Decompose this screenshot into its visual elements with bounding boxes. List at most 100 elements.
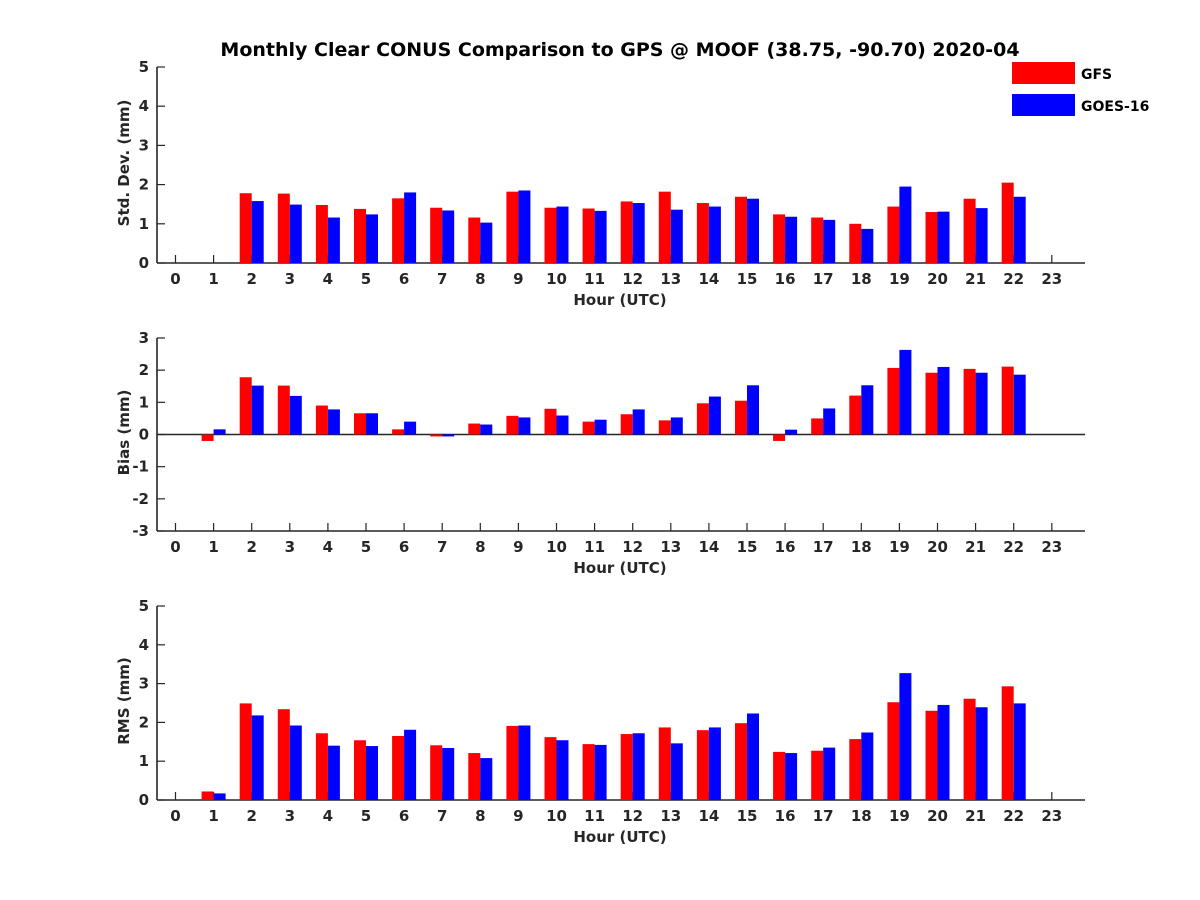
x-tick-label: 15 [737,807,758,825]
bar [670,743,683,800]
x-tick-label: 3 [285,270,295,288]
bar [594,419,607,435]
bar [1001,686,1014,800]
x-tick-label: 12 [622,270,643,288]
bar [747,198,759,263]
x-tick-label: 16 [775,807,796,825]
x-tick-label: 2 [246,270,256,288]
x-tick-label: 17 [813,538,834,556]
bar [239,703,252,800]
bar [442,748,455,800]
x-tick-label: 12 [622,538,643,556]
x-tick-label: 22 [1003,270,1024,288]
bar [811,217,824,263]
bar [785,753,798,800]
bar [823,747,836,800]
bar [544,207,557,263]
bar [785,429,798,435]
bar [289,725,302,800]
bar [544,408,557,435]
bar [354,740,366,800]
bar [442,210,455,263]
y-tick-label: 1 [139,752,149,770]
x-tick-label: 0 [170,807,180,825]
bar [327,217,340,263]
bar [392,198,405,263]
bar [213,429,226,435]
x-tick-label: 14 [698,270,719,288]
x-axis-label: Hour (UTC) [573,828,666,846]
bar [201,791,214,800]
x-tick-label: 0 [170,538,180,556]
legend-label: GOES-16 [1081,99,1149,115]
bar [811,418,824,435]
x-tick-label: 2 [246,807,256,825]
bar [887,367,900,435]
x-tick-label: 3 [285,538,295,556]
y-tick-label: 2 [139,176,149,194]
y-tick-label: 2 [139,713,149,731]
x-tick-label: 14 [698,807,719,825]
y-tick-label: 4 [139,97,149,115]
y-tick-label: -1 [132,458,149,476]
x-tick-label: 18 [851,538,872,556]
x-tick-label: 8 [475,270,485,288]
bar [632,733,645,800]
x-tick-label: 11 [584,270,605,288]
y-tick-label: 3 [139,136,149,154]
bar [658,727,671,800]
bar [556,206,569,263]
series-goes-16 [213,673,1026,800]
bar [975,208,988,263]
bar [315,204,328,263]
bar [327,745,340,800]
legend-swatch [1012,94,1075,116]
bar [506,191,519,263]
x-tick-label: 22 [1003,538,1024,556]
series-gfs [239,182,1014,263]
x-tick-label: 4 [323,538,333,556]
legend-label: GFS [1081,67,1112,83]
bar [277,193,290,263]
y-tick-label: -2 [132,490,149,508]
bar [366,413,378,435]
x-tick-label: 4 [323,807,333,825]
bar [468,217,481,263]
bar [925,212,938,263]
chart-title: Monthly Clear CONUS Comparison to GPS @ … [220,39,1019,61]
bar [480,424,493,435]
x-tick-label: 22 [1003,807,1024,825]
bar [213,793,226,800]
bar [670,417,683,435]
bar [887,702,900,800]
x-tick-label: 16 [775,270,796,288]
y-tick-label: 2 [139,361,149,379]
bar [975,707,988,800]
bar [392,735,405,800]
x-tick-label: 14 [698,538,719,556]
bar [594,744,607,800]
x-tick-label: 17 [813,270,834,288]
x-tick-label: 19 [889,538,910,556]
bar [506,725,519,800]
bar [468,753,481,800]
series-gfs [201,366,1014,441]
bar [773,751,786,800]
x-tick-label: 15 [737,538,758,556]
y-tick-label: 4 [139,636,149,654]
x-axis-label: Hour (UTC) [573,559,666,577]
x-tick-label: 2 [246,538,256,556]
bar [861,732,874,800]
bar [735,196,747,263]
x-tick-label: 17 [813,807,834,825]
bar [620,201,633,263]
x-tick-label: 12 [622,807,643,825]
legend: GFS GOES-16 [1012,62,1149,116]
bar [480,222,493,263]
bar [327,409,340,435]
bar [315,405,328,435]
y-tick-label: 0 [139,254,149,272]
